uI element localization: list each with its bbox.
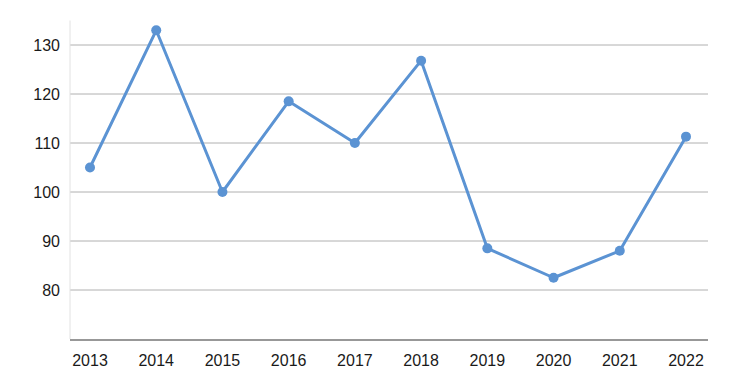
data-line <box>90 30 686 277</box>
plot-area <box>85 25 691 282</box>
grid-line <box>70 45 708 46</box>
x-tick-label: 2016 <box>271 352 307 369</box>
x-tick-label: 2022 <box>668 352 704 369</box>
x-tick-label: 2021 <box>602 352 638 369</box>
data-point <box>151 25 161 35</box>
grid-line <box>70 241 708 242</box>
chart-svg: 80 90 100 110 120 130 2013 2014 2015 2016 2017 2018… <box>0 0 736 392</box>
chart-container: 80 90 100 110 120 130 2013 2014 2015 2016 2017 2018… <box>0 0 736 392</box>
grid-line <box>70 192 708 193</box>
grid-line <box>70 143 708 144</box>
y-tick-label: 130 <box>33 37 60 54</box>
data-point <box>549 273 559 283</box>
x-tick-label: 2013 <box>72 352 108 369</box>
grid-line <box>70 290 708 291</box>
y-tick-label: 120 <box>33 86 60 103</box>
data-point <box>217 187 227 197</box>
x-tick-label: 2015 <box>205 352 241 369</box>
x-tick-label: 2020 <box>536 352 572 369</box>
y-range-line <box>70 21 71 340</box>
x-tick-label: 2014 <box>138 352 174 369</box>
x-tick-label: 2019 <box>470 352 506 369</box>
data-point <box>416 56 426 66</box>
y-tick-label: 90 <box>42 233 60 250</box>
data-point <box>85 163 95 173</box>
y-tick-label: 110 <box>34 135 60 152</box>
data-point <box>350 138 360 148</box>
x-tick-label: 2017 <box>337 352 373 369</box>
x-tick-label: 2018 <box>403 352 439 369</box>
data-point <box>482 243 492 253</box>
x-axis-line <box>70 339 708 340</box>
data-point <box>615 246 625 256</box>
data-point <box>681 132 691 142</box>
grid-line <box>70 94 708 95</box>
y-tick-label: 80 <box>42 282 60 299</box>
y-tick-label: 100 <box>33 184 60 201</box>
data-point <box>284 96 294 106</box>
